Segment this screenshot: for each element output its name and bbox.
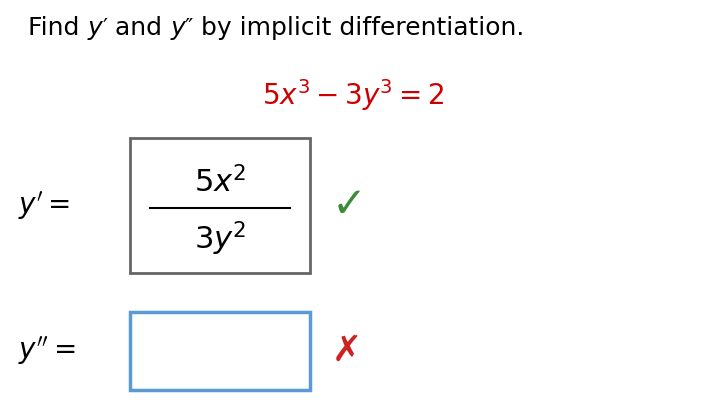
Text: $3y^2$: $3y^2$ <box>194 220 246 258</box>
Text: by implicit differentiation.: by implicit differentiation. <box>193 16 525 40</box>
Text: $5x^3 - 3y^3 = 2$: $5x^3 - 3y^3 = 2$ <box>262 77 445 113</box>
Bar <box>130 138 310 273</box>
Text: $y' =$: $y' =$ <box>18 189 70 222</box>
Text: Find: Find <box>28 16 88 40</box>
Text: y: y <box>170 16 185 40</box>
Text: $5x^2$: $5x^2$ <box>194 166 246 199</box>
Text: ′: ′ <box>102 18 107 38</box>
Text: ✓: ✓ <box>332 184 367 227</box>
Text: ″: ″ <box>185 18 193 38</box>
Text: $y'' =$: $y'' =$ <box>18 335 76 367</box>
Bar <box>130 312 310 390</box>
Text: and: and <box>107 16 170 40</box>
Text: Find: Find <box>0 417 1 418</box>
Text: y: y <box>88 16 102 40</box>
Text: ✗: ✗ <box>332 334 362 368</box>
